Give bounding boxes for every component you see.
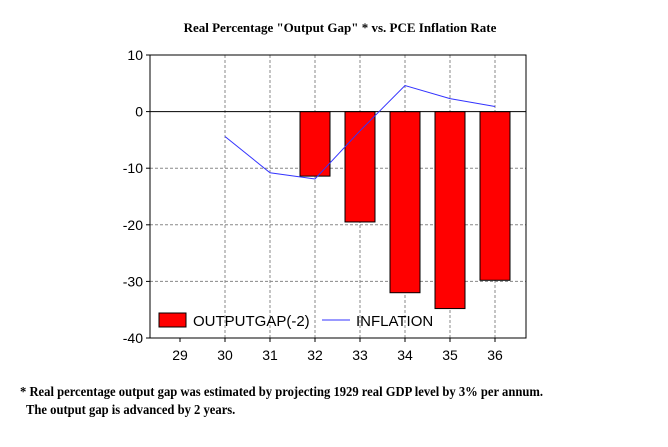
y-tick-label: -40: [123, 330, 143, 346]
chart-title: Real Percentage "Output Gap" * vs. PCE I…: [183, 20, 497, 35]
footnote-line-2: The output gap is advanced by 2 years.: [26, 403, 236, 418]
y-tick-label: -30: [123, 273, 143, 289]
bar-33: [344, 111, 376, 223]
bar-34: [389, 111, 421, 294]
x-tick-label: 36: [487, 347, 503, 363]
legend-label-inflation: INFLATION: [356, 313, 433, 330]
legend-swatch-outputgap: [158, 312, 187, 328]
y-tick-label: 10: [127, 47, 143, 63]
bar-35: [434, 111, 466, 310]
x-tick-label: 29: [172, 347, 188, 363]
x-tick-label: 33: [352, 347, 368, 363]
footnote-line-1: * Real percentage output gap was estimat…: [20, 385, 543, 400]
y-tick-label: -20: [123, 217, 143, 233]
plot-frame: [149, 54, 527, 339]
x-tick-label: 31: [262, 347, 278, 363]
x-tick-label: 34: [397, 347, 413, 363]
x-tick-label: 32: [307, 347, 323, 363]
x-tick-label: 35: [442, 347, 458, 363]
bar-36: [479, 111, 511, 281]
y-tick-label: 0: [135, 104, 143, 120]
bar-32: [299, 111, 331, 177]
y-tick-label: -10: [123, 160, 143, 176]
x-tick-label: 30: [217, 347, 233, 363]
legend-label-outputgap: OUTPUTGAP(-2): [193, 313, 310, 330]
